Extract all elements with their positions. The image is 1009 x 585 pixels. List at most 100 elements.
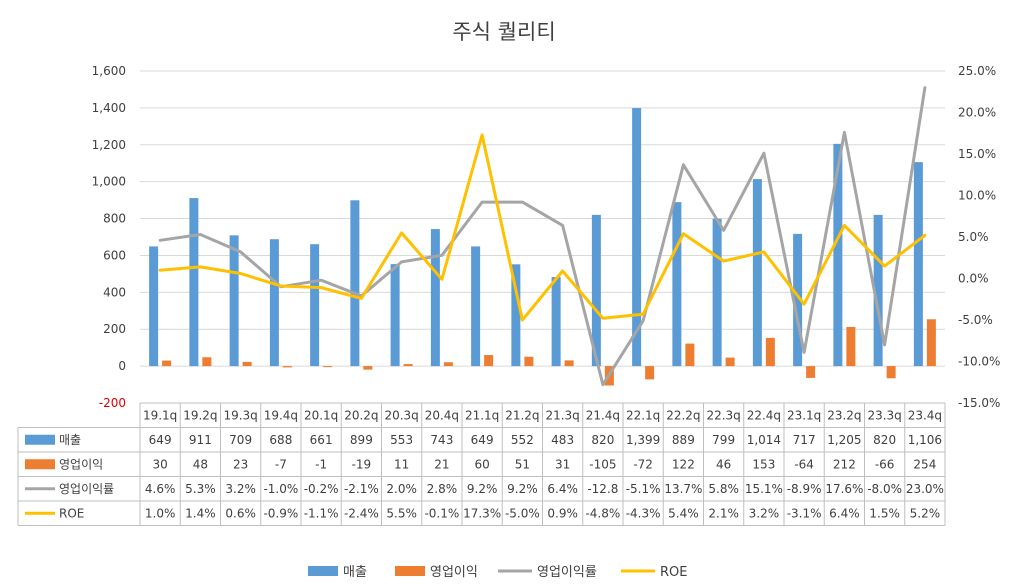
operating-margin-cell: 17.6% [825,482,863,496]
sales-cell: 649 [471,433,494,447]
left-axis-tick-label: 800 [103,212,126,226]
operating-margin-cell: -0.2% [304,482,339,496]
category-label: 19.2q [183,408,217,422]
sales-bar [229,235,239,367]
operating-profit-bar [765,337,775,367]
right-axis-ticks: -15.0% -10.0% -5.0% 0.0% 5.0% 10.0% 15.0% 20.0%… [958,64,1000,410]
sales-cell: 799 [712,433,735,447]
left-axis-tick-label: 1,000 [92,175,126,189]
roe-cell: 5.2% [910,506,941,520]
right-axis-tick-label: -15.0% [958,396,1000,410]
operating-profit-bar [282,366,292,368]
left-axis-tick-label: -200 [99,396,126,410]
roe-cell: -0.9% [263,506,298,520]
roe-legend-label: ROE [660,565,687,580]
operating-margin-cell: -8.9% [787,482,822,496]
operating-profit-bar [564,360,574,367]
operating-margin-cell: 5.3% [185,482,216,496]
category-label: 23.1q [787,408,821,422]
series-lines [158,86,927,387]
operating-profit-cell: 21 [434,457,449,471]
roe-cell: 0.6% [225,506,256,520]
sales-cell: 1,399 [626,433,660,447]
category-label: 21.4q [586,408,620,422]
sales-cell: 899 [350,433,373,447]
sales-cell: 1,014 [747,433,781,447]
operating-profit-bar [685,343,695,367]
roe-cell: 6.4% [829,506,860,520]
operating-margin-cell: 3.2% [225,482,256,496]
operating-profit-bar [846,327,856,367]
category-label: 22.4q [747,408,781,422]
operating-profit-cell: -19 [352,457,372,471]
sales-bar [591,214,601,367]
sales-bar [390,264,400,367]
operating-profit-bar [323,366,333,368]
roe-cell: -4.8% [585,506,620,520]
left-axis-tick-label: 0 [118,359,126,373]
category-label: 20.4q [425,408,459,422]
operating-profit-bar [403,364,413,367]
operating-profit-bar [162,360,172,367]
sales-bar [752,179,762,367]
sales-legend-key [25,434,55,445]
bars [149,108,936,386]
operating-profit-cell: -64 [794,457,814,471]
operating-margin-cell: 13.7% [664,482,702,496]
operating-margin-cell: 9.2% [467,482,498,496]
roe-cell: -3.1% [787,506,822,520]
operating-profit-legend-key [25,459,55,470]
sales-cell: 717 [793,433,816,447]
operating-margin-cell: 4.6% [145,482,176,496]
sales-cell: 1,106 [908,433,942,447]
category-label: 23.4q [908,408,942,422]
roe-cell: 0.9% [547,506,578,520]
operating-profit-legend-swatch [395,566,425,576]
right-axis-tick-label: 5.0% [958,230,989,244]
category-label: 22.2q [666,408,700,422]
operating-profit-cell: 30 [152,457,167,471]
sales-cell: 743 [430,433,453,447]
sales-legend-swatch [308,566,338,576]
sales-bar [511,264,521,367]
roe-cell: 3.2% [749,506,780,520]
gridlines [140,70,945,367]
category-label: 23.2q [827,408,861,422]
sales-cell: 820 [591,433,614,447]
category-label: 20.2q [344,408,378,422]
right-axis-tick-label: -10.0% [958,355,1000,369]
sales-cell: 820 [873,433,896,447]
operating-profit-cell: -72 [633,457,653,471]
sales-legend-label: 매출 [343,565,367,580]
sales-bar [471,246,481,367]
operating-margin-cell: -1.0% [263,482,298,496]
category-label: 23.3q [867,408,901,422]
left-axis-ticks: -200 0 200 400 600 800 1,000 1,200 1,400 1,600 [92,64,126,410]
sales-cell: 649 [149,433,172,447]
sales-bar [632,108,642,367]
operating-profit-cell: 48 [193,457,208,471]
sales-cell: 552 [511,433,534,447]
left-axis-tick-label: 1,200 [92,138,126,152]
operating-profit-cell: 11 [394,457,409,471]
operating-profit-row-label: 영업이익 [59,457,103,471]
roe-cell: 1.0% [145,506,176,520]
operating-margin-row-label: 영업이익률 [59,482,114,496]
sales-cell: 661 [310,433,333,447]
operating-profit-bar [443,362,453,367]
operating-profit-cell: 23 [233,457,248,471]
roe-cell: -2.4% [344,506,379,520]
operating-margin-cell: 2.0% [386,482,417,496]
category-label: 19.3q [223,408,257,422]
operating-profit-cell: 212 [833,457,856,471]
operating-profit-cell: -105 [589,457,616,471]
category-label: 21.3q [545,408,579,422]
chart-title: 주식 퀄리티 [452,20,555,44]
sales-bar [833,143,843,367]
operating-margin-cell: 9.2% [507,482,538,496]
category-label: 19.4q [264,408,298,422]
roe-cell: -4.3% [626,506,661,520]
operating-profit-legend-label: 영업이익 [430,565,478,580]
category-label: 22.1q [626,408,660,422]
